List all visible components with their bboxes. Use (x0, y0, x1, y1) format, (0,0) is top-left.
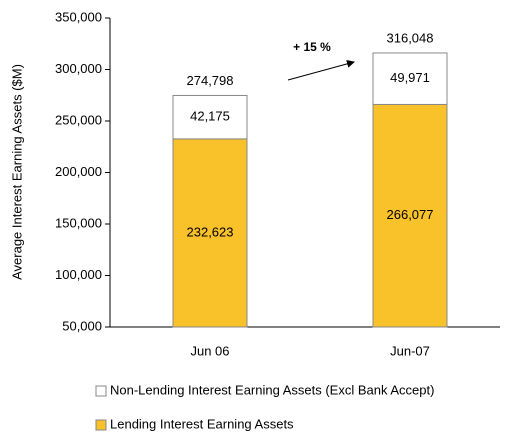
y-tick-label: 100,000 (55, 267, 102, 282)
bar-segment (172, 94, 248, 140)
value-label: 42,175 (190, 109, 230, 124)
annotation: + 15 % (293, 40, 331, 54)
x-tick-label: Jun 06 (190, 343, 229, 358)
value-label: 266,077 (387, 207, 434, 222)
y-tick-label: 200,000 (55, 164, 102, 179)
y-axis-label: Average Interest Earning Assets ($M) (9, 64, 24, 280)
y-tick-label: 350,000 (55, 9, 102, 24)
y-tick-label: 300,000 (55, 61, 102, 76)
total-label: 274,798 (187, 73, 234, 88)
bar-segment (372, 103, 448, 328)
legend-swatch (95, 385, 107, 397)
arrow (287, 59, 355, 81)
y-tick-label: 50,000 (62, 318, 102, 333)
y-tick-label: 150,000 (55, 215, 102, 230)
x-tick-label: Jun-07 (390, 343, 430, 358)
bar-segment (372, 52, 448, 105)
legend-label: Lending Interest Earning Assets (110, 416, 294, 431)
legend-label: Non-Lending Interest Earning Assets (Exc… (110, 382, 434, 397)
value-label: 232,623 (187, 224, 234, 239)
y-tick-label: 250,000 (55, 112, 102, 127)
value-label: 49,971 (390, 70, 430, 85)
total-label: 316,048 (387, 30, 434, 45)
bar-segment (172, 138, 248, 328)
legend-swatch (95, 419, 107, 431)
